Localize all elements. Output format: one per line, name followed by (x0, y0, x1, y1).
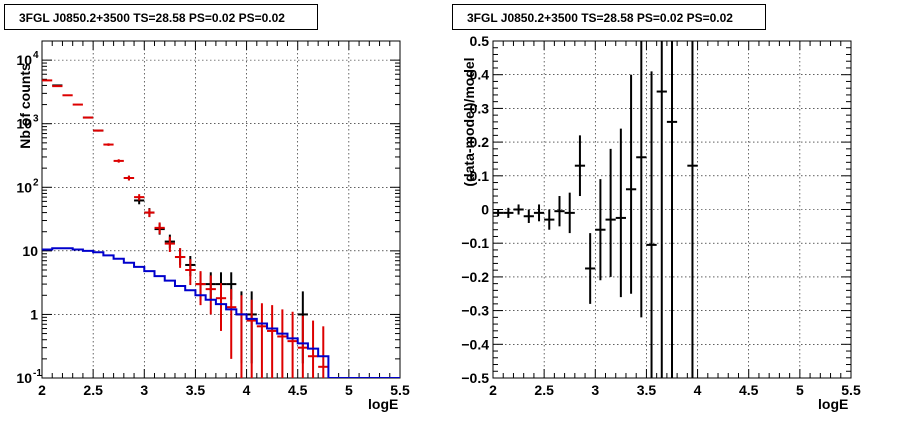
x-tick-label: 2 (38, 382, 46, 398)
x-tick-label: 3.5 (637, 382, 657, 398)
x-tick-label: 3 (591, 382, 599, 398)
y-tick-label: 0.2 (470, 134, 490, 150)
chart-title-left: 3FGL J0850.2+3500 TS=28.58 PS=0.02 PS=0.… (4, 4, 318, 30)
series-layer (493, 41, 698, 378)
x-axis-label-left: logE (368, 396, 399, 412)
y-tick-label: 10 (16, 52, 32, 68)
y-tick-label: 0.3 (470, 100, 490, 116)
y-tick-label: 10 (16, 370, 32, 386)
y-tick-exponent: -1 (33, 368, 42, 379)
x-tick-label: 2 (489, 382, 497, 398)
x-tick-label: 4 (243, 382, 251, 398)
plot-right: 2 2.5 3 3.5 4 4.5 5 5.5 −0.5 −0.4 −0.3 −0.2 −0.1 0 0.1… (461, 33, 861, 398)
x-tick-label: 4.5 (288, 382, 308, 398)
x-tick-label: 3 (140, 382, 148, 398)
y-tick-exponent: 4 (33, 50, 39, 61)
y-tick-label: −0.2 (461, 269, 489, 285)
chart-title-right: 3FGL J0850.2+3500 TS=28.58 PS=0.02 PS=0.… (452, 4, 766, 30)
x-tick-label: 2.5 (534, 382, 554, 398)
x-axis-label-right: logE (818, 396, 849, 412)
y-tick-label: 10 (22, 243, 38, 259)
y-axis-label-right: (data-model)/model (461, 57, 477, 187)
y-tick-label: 1 (30, 306, 38, 322)
x-tick-label: 5.5 (841, 382, 861, 398)
y-tick-label: −0.1 (461, 235, 489, 251)
y-tick-label: 10 (16, 116, 32, 132)
x-tick-label: 5 (345, 382, 353, 398)
y-tick-exponent: 2 (33, 177, 39, 188)
x-tick-label: 3.5 (186, 382, 206, 398)
y-tick-label: 0.5 (470, 33, 490, 49)
y-tick-label: 0.1 (470, 168, 490, 184)
series-layer (42, 79, 400, 378)
x-tick-label: 5 (796, 382, 804, 398)
y-tick-label: −0.3 (461, 303, 489, 319)
y-tick-label: 10 (16, 179, 32, 195)
x-tick-label: 5.5 (390, 382, 410, 398)
y-tick-label: −0.5 (461, 370, 489, 386)
x-tick-label: 4.5 (739, 382, 759, 398)
x-tick-label: 2.5 (83, 382, 103, 398)
background-step-line (42, 247, 400, 378)
y-tick-label: −0.4 (461, 336, 489, 352)
y-tick-label: 0.4 (470, 67, 490, 83)
y-tick-label: 0 (481, 202, 489, 218)
plot-frame-left (41, 40, 401, 379)
x-tick-label: 4 (694, 382, 702, 398)
y-axis-label-left: Nb of counts (17, 63, 33, 149)
y-tick-exponent: 3 (33, 114, 39, 125)
